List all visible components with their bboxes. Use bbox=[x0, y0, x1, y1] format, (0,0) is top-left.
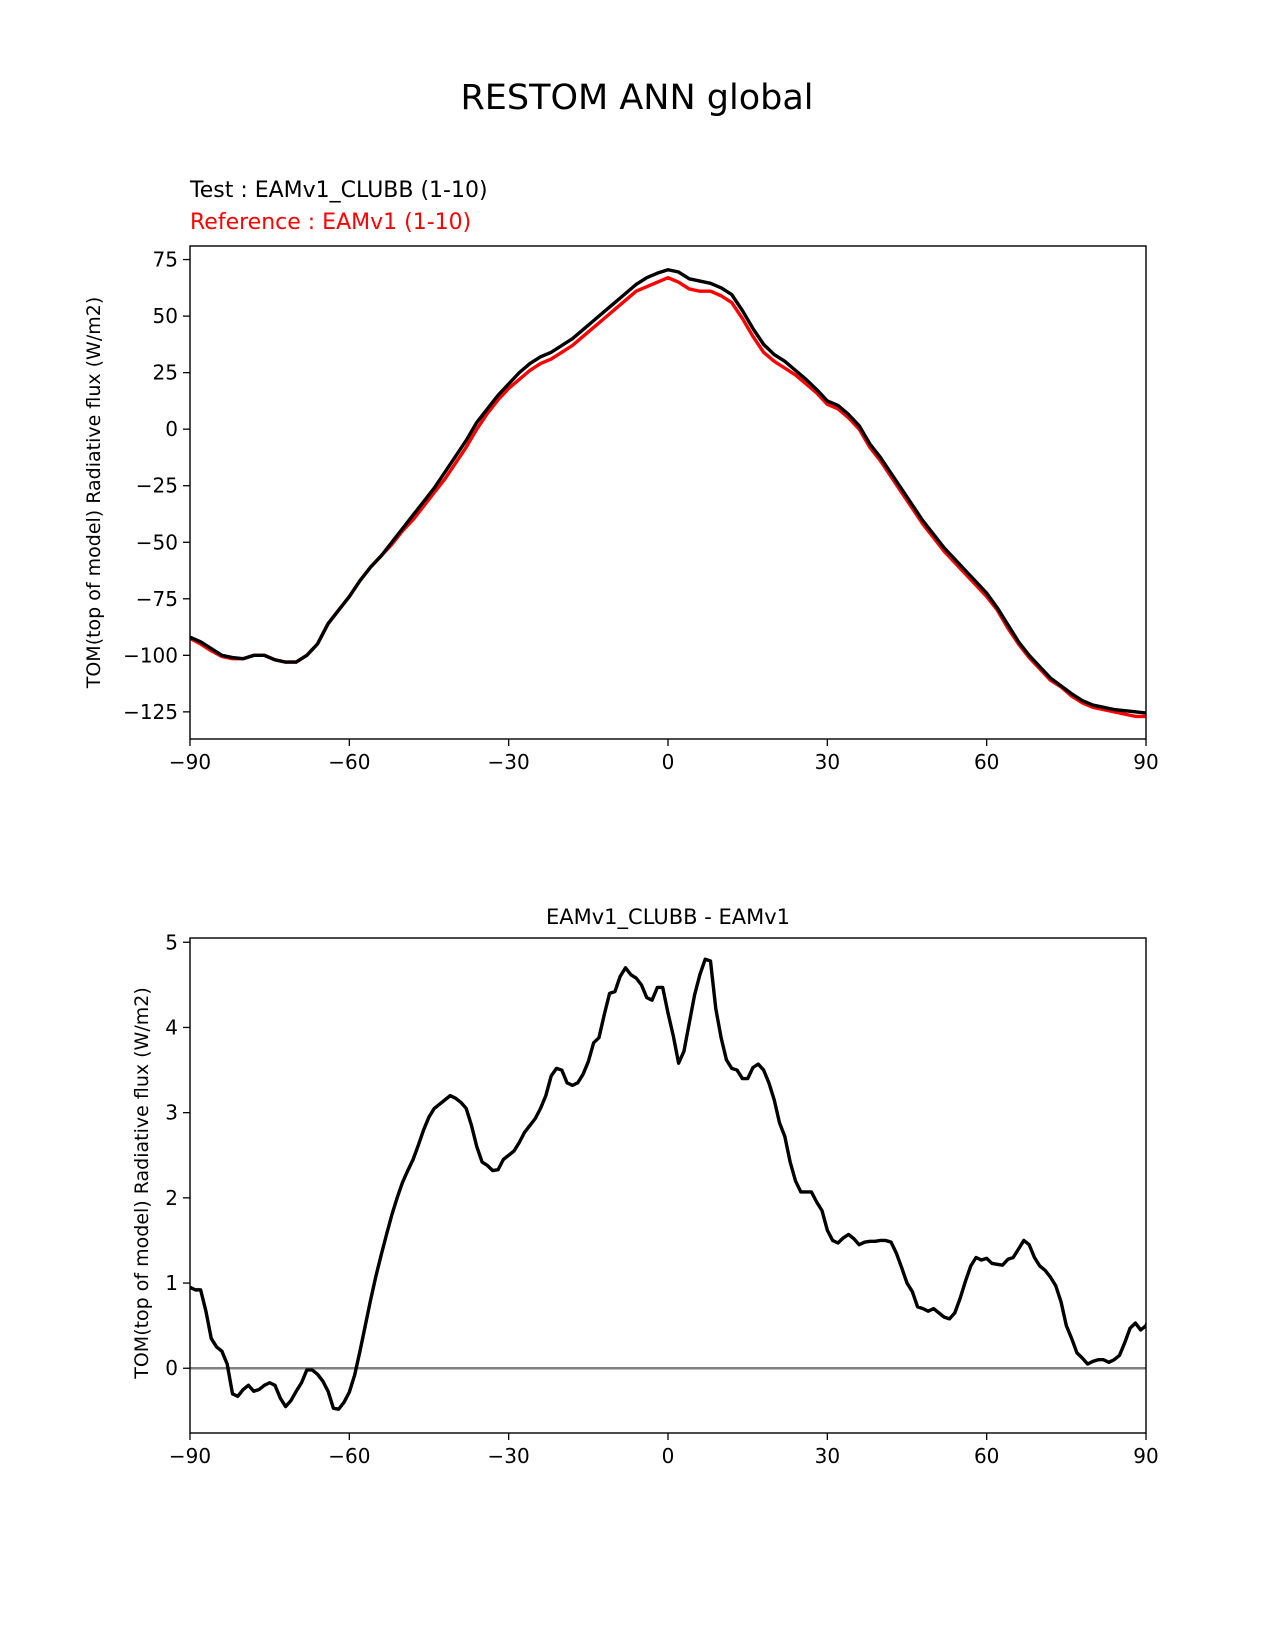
bottom-x-tick-label: −30 bbox=[488, 1444, 530, 1468]
top-y-axis: 75 50 25 0 −25 −50 −75 −100 −125 bbox=[123, 248, 190, 724]
top-y-tick-label: −25 bbox=[136, 474, 178, 498]
top-y-tick-label: 50 bbox=[153, 304, 178, 328]
top-x-tick-label: −90 bbox=[169, 750, 211, 774]
bottom-x-tick-label: −60 bbox=[328, 1444, 370, 1468]
bottom-panel: EAMv1_CLUBB - EAMv1 −90 −60 −30 0 30 60 90 0 1 2… bbox=[131, 905, 1159, 1468]
figure-suptitle: RESTOM ANN global bbox=[460, 78, 813, 118]
bottom-y-tick-label: 1 bbox=[165, 1271, 178, 1295]
bottom-x-tick-label: 60 bbox=[974, 1444, 999, 1468]
top-y-tick-label: −125 bbox=[123, 700, 178, 724]
top-panel: Test : EAMv1_CLUBB (1-10) Reference : EA… bbox=[83, 178, 1159, 774]
top-axes-frame bbox=[189, 245, 1147, 740]
test-legend-label: Test : EAMv1_CLUBB (1-10) bbox=[189, 178, 488, 203]
top-x-tick-label: 0 bbox=[662, 750, 675, 774]
bottom-y-tick-label: 4 bbox=[165, 1015, 178, 1039]
top-y-tick-label: −75 bbox=[136, 587, 178, 611]
bottom-series-line-difference bbox=[190, 957, 1146, 1411]
bottom-x-tick-label: −90 bbox=[169, 1444, 211, 1468]
bottom-y-tick-label: 0 bbox=[165, 1356, 178, 1380]
bottom-y-tick-label: 3 bbox=[165, 1101, 178, 1125]
bottom-y-tick-label: 5 bbox=[165, 930, 178, 954]
top-x-tick-label: 90 bbox=[1133, 750, 1158, 774]
bottom-plot-title: EAMv1_CLUBB - EAMv1 bbox=[546, 905, 790, 930]
bottom-x-tick-label: 30 bbox=[815, 1444, 840, 1468]
bottom-y-axis: 0 1 2 3 4 5 bbox=[165, 930, 190, 1380]
bottom-y-axis-label: TOM(top of model) Radiative flux (W/m2) bbox=[131, 987, 153, 1380]
top-x-axis: −90 −60 −30 0 30 60 90 bbox=[169, 739, 1159, 774]
top-y-tick-label: 75 bbox=[153, 248, 178, 272]
top-y-tick-label: 25 bbox=[153, 361, 178, 385]
bottom-x-tick-label: 0 bbox=[662, 1444, 675, 1468]
bottom-axes-frame bbox=[189, 937, 1147, 1434]
top-x-tick-label: −60 bbox=[328, 750, 370, 774]
top-series-line-test bbox=[190, 268, 1146, 715]
bottom-plot-area bbox=[190, 957, 1146, 1411]
top-x-tick-label: 60 bbox=[974, 750, 999, 774]
top-y-tick-label: −50 bbox=[136, 530, 178, 554]
bottom-x-tick-label: 90 bbox=[1133, 1444, 1158, 1468]
reference-legend-label: Reference : EAMv1 (1-10) bbox=[190, 210, 471, 235]
top-y-tick-label: 0 bbox=[165, 417, 178, 441]
top-x-tick-label: 30 bbox=[815, 750, 840, 774]
top-y-tick-label: −100 bbox=[123, 643, 178, 667]
bottom-x-axis: −90 −60 −30 0 30 60 90 bbox=[169, 1433, 1159, 1468]
top-plot-area bbox=[190, 268, 1146, 719]
bottom-y-tick-label: 2 bbox=[165, 1186, 178, 1210]
top-y-axis-label: TOM(top of model) Radiative flux (W/m2) bbox=[83, 297, 105, 690]
top-x-tick-label: −30 bbox=[488, 750, 530, 774]
